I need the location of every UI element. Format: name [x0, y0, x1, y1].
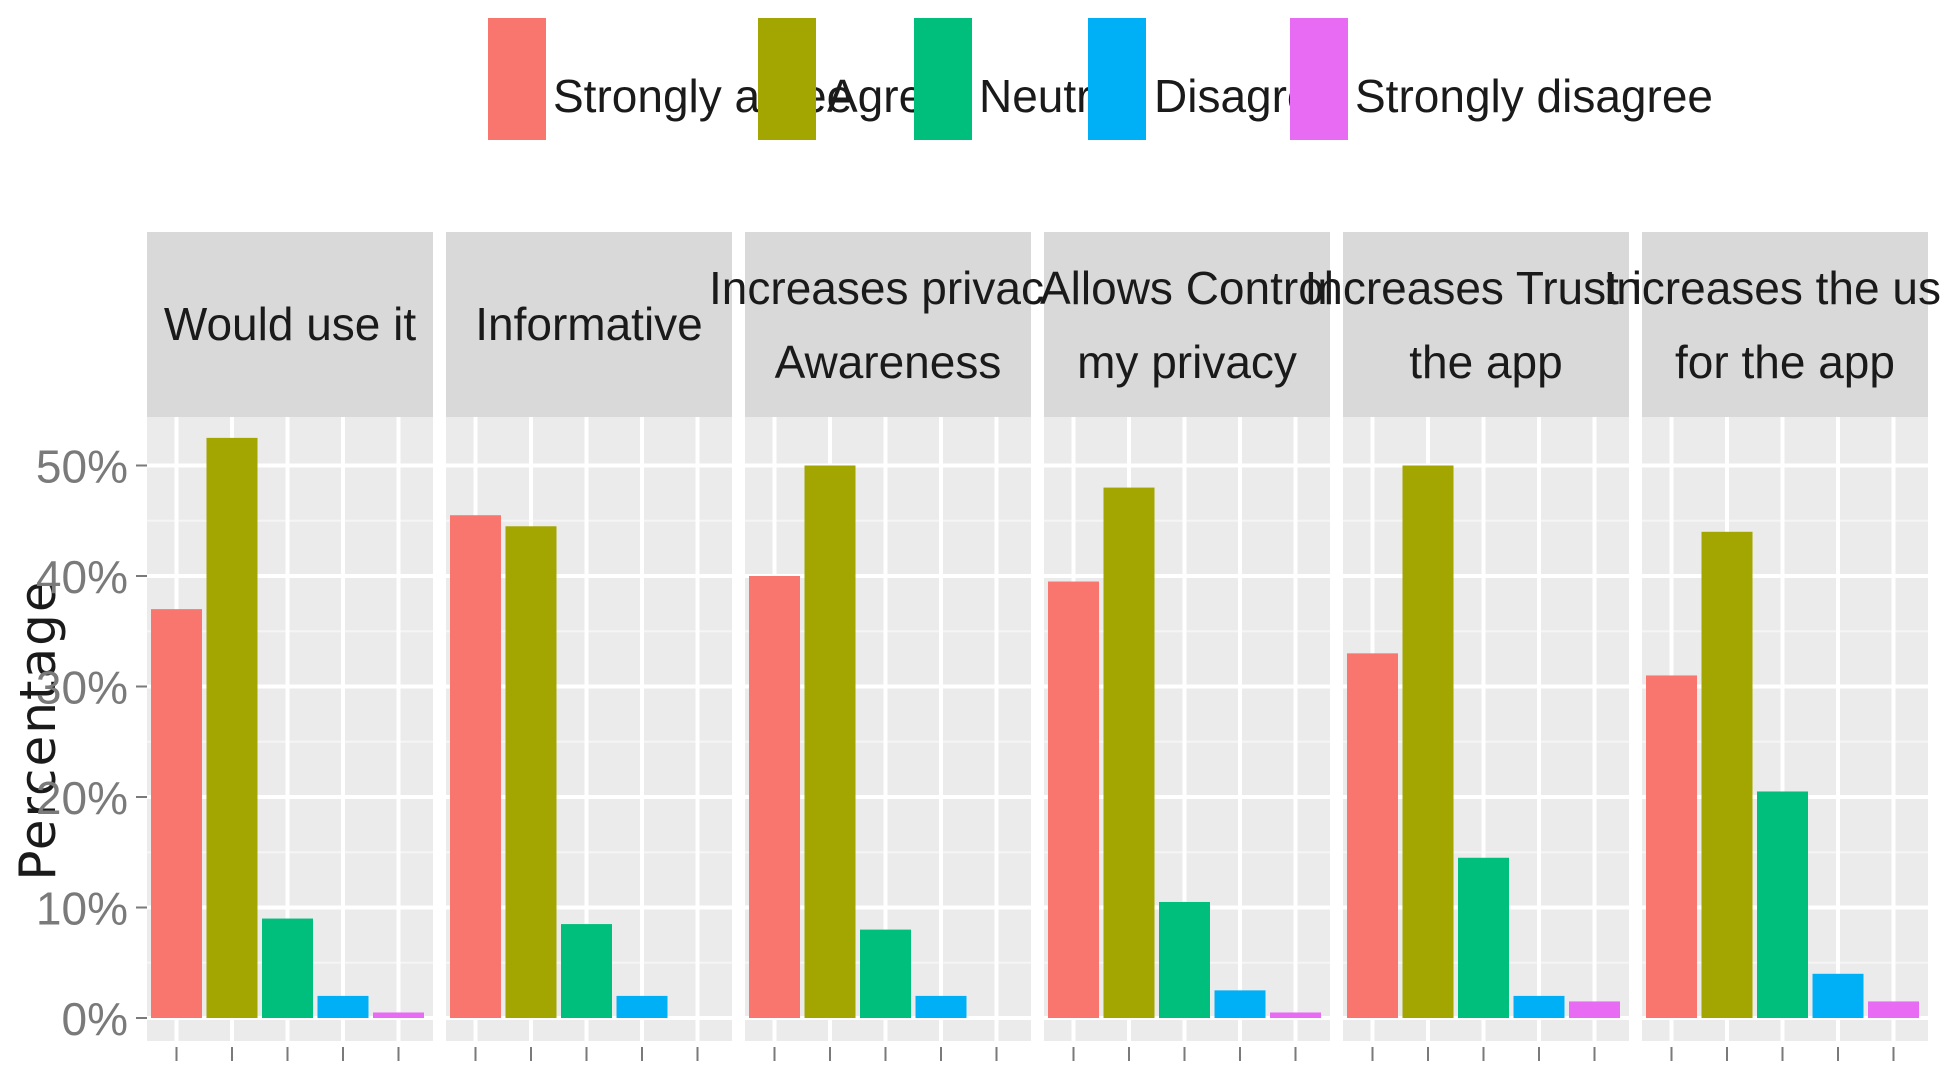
facet-title-4-line-2: my privacy	[1077, 336, 1297, 388]
facet-strip-3	[745, 232, 1031, 417]
bar-panel-3-disagree	[915, 995, 967, 1018]
y-tick-label-0: 0%	[62, 993, 128, 1045]
facet-title-6-line-2: for the app	[1675, 336, 1895, 388]
facet-title-6-line-1: Increases the use	[1603, 262, 1942, 314]
facet-strip-6	[1642, 232, 1928, 417]
facet-title-3-line-2: Awareness	[775, 336, 1002, 388]
facet-title-2: Informative	[475, 298, 703, 350]
bar-panel-6-disagree	[1812, 973, 1864, 1018]
facet-strip-1	[147, 232, 433, 417]
facet-title-1: Would use it	[164, 298, 417, 350]
bar-panel-4-agree	[1103, 487, 1155, 1019]
legend-label-5: Strongly disagree	[1355, 70, 1713, 122]
facet-strip-5	[1343, 232, 1629, 417]
bar-panel-6-neutral	[1757, 791, 1808, 1018]
bar-panel-5-strongly-disagree	[1569, 1001, 1620, 1018]
legend-key-1	[488, 18, 546, 140]
y-tick-label-30: 30%	[36, 662, 128, 714]
bar-panel-5-strongly-agree	[1347, 653, 1398, 1018]
bar-panel-2-neutral	[561, 924, 612, 1018]
facet-title-3-line-1: Increases privacy	[709, 262, 1067, 314]
bar-panel-5-disagree	[1513, 995, 1565, 1018]
bar-panel-2-agree	[505, 526, 557, 1018]
bar-panel-3-neutral	[860, 929, 911, 1018]
y-tick-label-40: 40%	[36, 551, 128, 603]
facet-strip-2	[446, 232, 732, 417]
bar-panel-1-strongly-agree	[151, 609, 202, 1018]
bar-panel-6-strongly-disagree	[1868, 1001, 1919, 1018]
bar-panel-1-neutral	[262, 918, 313, 1018]
legend-key-5	[1290, 18, 1348, 140]
bar-panel-5-agree	[1402, 465, 1454, 1018]
y-tick-label-50: 50%	[36, 441, 128, 493]
legend-key-3	[914, 18, 972, 140]
facet-title-5-line-1: Increases Trust in	[1304, 262, 1667, 314]
bar-panel-6-strongly-agree	[1646, 675, 1697, 1018]
bar-panel-4-disagree	[1214, 990, 1266, 1018]
facet-strip-4	[1044, 232, 1330, 417]
facet-title-4-line-1: Allows Control	[1040, 262, 1334, 314]
y-tick-label-20: 20%	[36, 772, 128, 824]
bar-panel-6-agree	[1701, 531, 1753, 1018]
bar-panel-5-neutral	[1458, 857, 1509, 1018]
bar-panel-2-disagree	[616, 995, 668, 1018]
legend-key-2	[758, 18, 816, 140]
bar-panel-4-neutral	[1159, 901, 1210, 1018]
bar-panel-1-strongly-disagree	[373, 1012, 424, 1018]
bar-panel-2-strongly-agree	[450, 515, 501, 1018]
bar-panel-1-disagree	[317, 995, 369, 1018]
bar-panel-3-agree	[804, 465, 856, 1018]
bar-panel-3-strongly-agree	[749, 576, 800, 1018]
legend-key-4	[1088, 18, 1146, 140]
facet-title-5-line-2: the app	[1409, 336, 1562, 388]
y-axis-title: Percentage	[9, 579, 67, 880]
bar-panel-1-agree	[206, 437, 258, 1018]
bar-panel-4-strongly-agree	[1048, 581, 1099, 1018]
bar-panel-4-strongly-disagree	[1270, 1012, 1321, 1018]
y-tick-label-10: 10%	[36, 883, 128, 935]
